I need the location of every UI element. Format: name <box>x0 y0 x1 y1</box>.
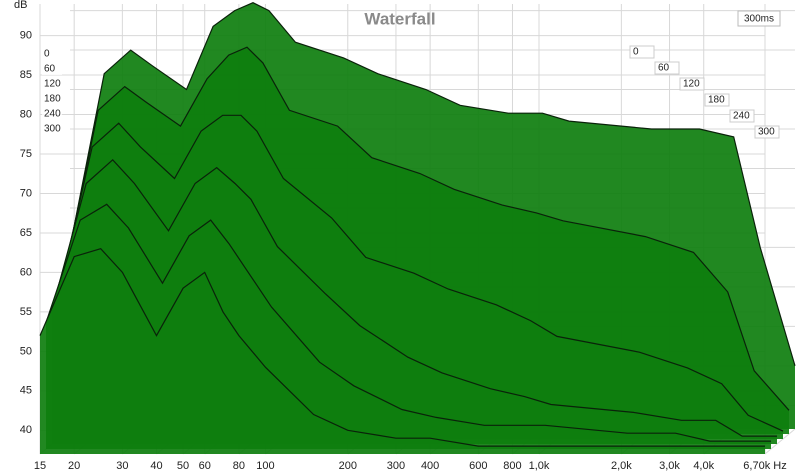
time-label-box <box>754 125 780 139</box>
time-range-box <box>737 10 781 27</box>
x-tick-label: 300 <box>387 460 405 472</box>
time-label-box <box>629 45 655 59</box>
x-tick-label: 20 <box>68 460 80 472</box>
time-label-box <box>679 77 705 91</box>
time-label-box <box>42 108 62 120</box>
x-tick-label: 50 <box>177 460 189 472</box>
x-tick-label: 400 <box>421 460 439 472</box>
slices-layer <box>39 2 796 454</box>
y-tick-label: 40 <box>20 424 32 436</box>
y-tick-label: 85 <box>20 69 32 81</box>
y-tick-label: 55 <box>20 306 32 318</box>
x-tick-label: 15 <box>34 460 46 472</box>
y-tick-label: 70 <box>20 187 32 199</box>
time-label-right: 120 <box>683 79 700 90</box>
time-label-left: 60 <box>44 64 56 75</box>
time-label-box <box>729 109 755 123</box>
slice-line <box>51 158 777 437</box>
y-tick-label: 80 <box>20 108 32 120</box>
x-tick-label: 100 <box>256 460 274 472</box>
time-label-right: 180 <box>708 95 725 106</box>
time-label-left: 240 <box>44 109 61 120</box>
y-axis-label: dB <box>14 0 27 11</box>
time-label-left: 0 <box>44 49 50 60</box>
y-tick-label: 75 <box>20 148 32 160</box>
slice-line <box>69 2 796 366</box>
x-tick-label: 40 <box>150 460 162 472</box>
time-label-box <box>42 93 62 105</box>
time-label-left: 300 <box>44 124 61 135</box>
time-label-left: 180 <box>44 94 61 105</box>
time-label-right: 60 <box>658 63 670 74</box>
labels-layer: 40 45 50 55 60 65 70 75 80 85 90 15 20 30 40 50 60 80 100 2… <box>20 29 787 471</box>
x-tick-label: 4,0k <box>693 460 714 472</box>
time-label-left: 120 <box>44 79 61 90</box>
time-label-box <box>42 123 62 135</box>
time-range-label: 300ms <box>744 14 774 25</box>
x-tick-label: 60 <box>199 460 211 472</box>
time-label-right: 300 <box>758 127 775 138</box>
y-tick-label: 50 <box>20 345 32 357</box>
grid-line-depth <box>764 428 796 455</box>
x-tick-label: 3,0k <box>659 460 680 472</box>
x-tick-label: 200 <box>339 460 357 472</box>
x-tick-label: 1,0k <box>529 460 550 472</box>
slice-line <box>63 46 790 411</box>
y-tick-label: 45 <box>20 385 32 397</box>
time-label-box <box>42 78 62 90</box>
y-tick-label: 65 <box>20 227 32 239</box>
x-tick-label: 80 <box>233 460 245 472</box>
slice-line <box>57 114 784 432</box>
x-tick-label: 30 <box>116 460 128 472</box>
x-tick-label: 2,0k <box>611 460 632 472</box>
slice-line <box>45 203 771 442</box>
y-tick-label: 60 <box>20 266 32 278</box>
slice-area <box>40 248 765 454</box>
time-label-box <box>42 48 62 60</box>
time-label-box <box>704 93 730 107</box>
time-label-right: 240 <box>733 111 750 122</box>
slice-line <box>39 248 765 447</box>
time-label-right: 0 <box>633 47 639 58</box>
x-tick-label: 6,70k Hz <box>743 460 786 472</box>
time-label-box <box>42 63 62 75</box>
y-tick-label: 90 <box>20 29 32 41</box>
chart-title: Waterfall <box>364 9 435 28</box>
x-tick-label: 800 <box>503 460 521 472</box>
x-tick-label: 600 <box>469 460 487 472</box>
time-label-box <box>654 61 680 75</box>
